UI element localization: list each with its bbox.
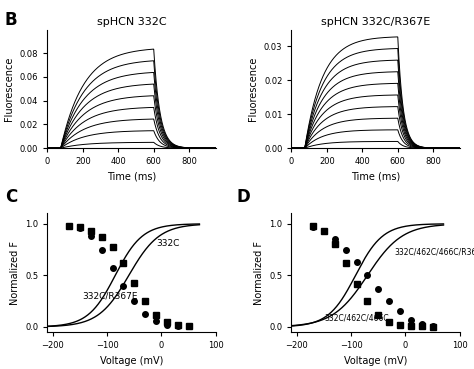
Y-axis label: Fluorescence: Fluorescence: [248, 57, 258, 121]
Y-axis label: Fluorescence: Fluorescence: [4, 57, 14, 121]
X-axis label: Time (ms): Time (ms): [107, 172, 156, 182]
Text: 332C: 332C: [156, 239, 179, 248]
Text: D: D: [237, 188, 251, 206]
Y-axis label: Normalized F: Normalized F: [254, 241, 264, 305]
Text: 332C/R367E: 332C/R367E: [82, 291, 138, 300]
Text: B: B: [5, 11, 18, 29]
Y-axis label: Normalized F: Normalized F: [9, 241, 20, 305]
Title: spHCN 332C/R367E: spHCN 332C/R367E: [321, 17, 430, 27]
Text: 332C/462C/466C: 332C/462C/466C: [324, 314, 389, 323]
X-axis label: Time (ms): Time (ms): [351, 172, 400, 182]
Text: C: C: [5, 188, 17, 206]
Title: spHCN 332C: spHCN 332C: [97, 17, 166, 27]
X-axis label: Voltage (mV): Voltage (mV): [344, 356, 407, 366]
Text: 332C/462C/466C/R367E: 332C/462C/466C/R367E: [395, 248, 474, 257]
X-axis label: Voltage (mV): Voltage (mV): [100, 356, 163, 366]
